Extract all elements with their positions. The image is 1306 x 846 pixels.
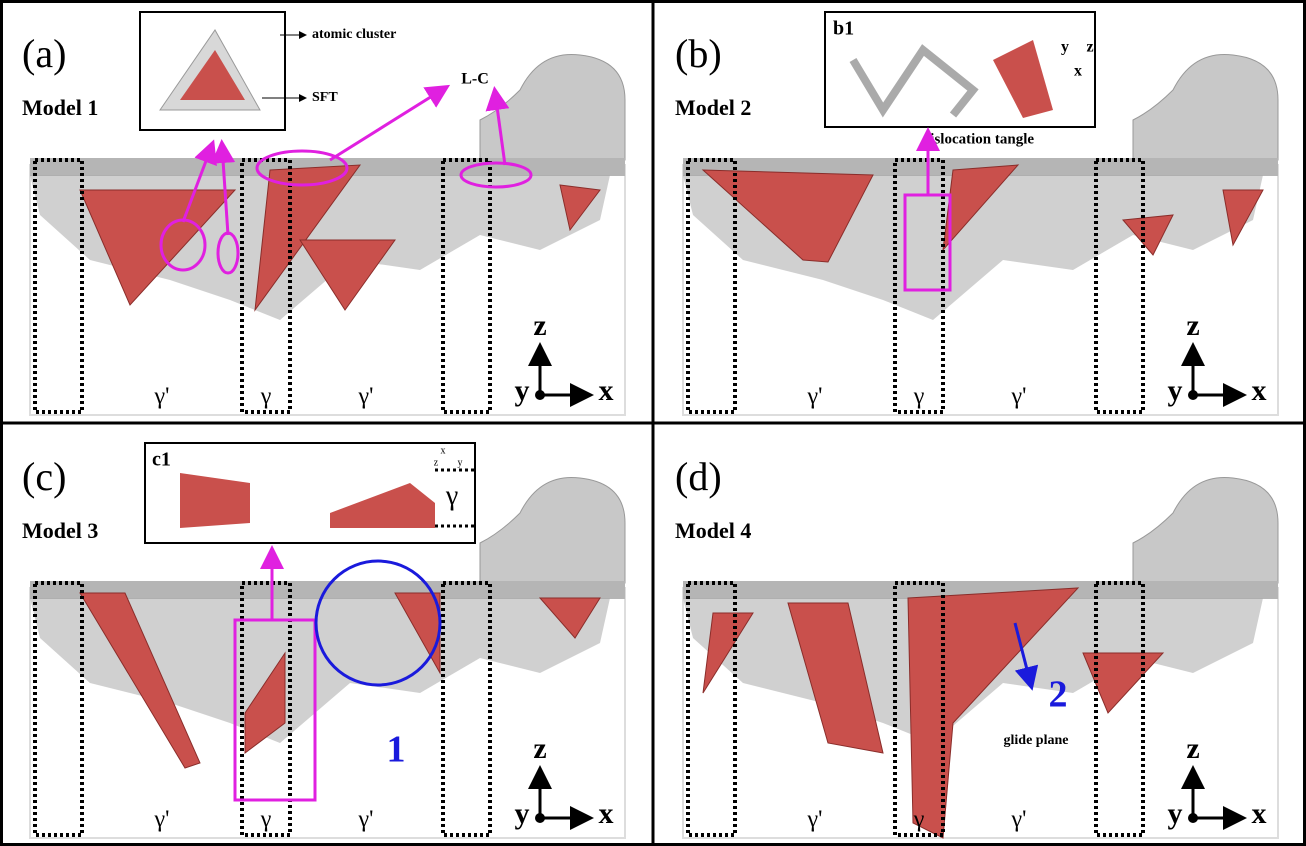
axis-label: x	[599, 374, 614, 407]
panel-label: (d)	[675, 454, 722, 499]
phase-label: γ'	[154, 384, 170, 410]
phase-label: γ'	[358, 807, 374, 833]
phase-label: γ'	[807, 807, 823, 833]
inset-phase: γ	[445, 480, 458, 511]
highlight-arrow	[330, 88, 445, 160]
phase-label: γ	[260, 807, 272, 833]
phase-label: γ	[913, 384, 925, 410]
model-label: Model 4	[675, 518, 751, 543]
axis-label: x	[1252, 374, 1267, 407]
axis-label: z	[1186, 732, 1199, 765]
model-label: Model 2	[675, 95, 751, 120]
phase-label: γ	[913, 807, 925, 833]
note: glide plane	[1004, 733, 1069, 748]
axis-label: x	[1252, 797, 1267, 830]
axis-label: y	[1168, 797, 1183, 830]
axis-label: z	[1186, 309, 1199, 342]
surface-bump	[480, 477, 625, 583]
phase-label: γ'	[807, 384, 823, 410]
inset-axis-label: x	[1074, 63, 1082, 80]
stacking-fault	[1223, 190, 1263, 245]
figure: γ'γγ'(a)Model 1zyxatomic clusterSFTL-Cγ'…	[0, 0, 1306, 846]
axis-label: x	[599, 797, 614, 830]
axis-origin	[535, 813, 545, 823]
note: 1	[387, 729, 406, 771]
inset-note: SFT	[312, 90, 338, 105]
model-label: Model 1	[22, 95, 98, 120]
inset-axis-label: y	[1061, 39, 1069, 56]
phase-label: γ'	[358, 384, 374, 410]
surface-bump	[1133, 477, 1278, 583]
inset-label: b1	[833, 18, 854, 40]
axis-origin	[1188, 813, 1198, 823]
inset-label: c1	[152, 449, 171, 471]
inset-note: atomic cluster	[312, 27, 396, 42]
axis-label: z	[533, 309, 546, 342]
surface-bump	[1133, 54, 1278, 160]
panel: γ' γ γ' (a) Model 1 zy x atomic cluster SFT L-C	[22, 12, 625, 415]
axis-label: y	[1168, 374, 1183, 407]
axis-origin	[535, 390, 545, 400]
axis-label: y	[515, 374, 530, 407]
model-label: Model 3	[22, 518, 98, 543]
panel: γ' γ γ' (d) Model 4 zy x 2 glide plane	[675, 454, 1278, 838]
axis-label: y	[515, 797, 530, 830]
panel-label: (a)	[22, 31, 66, 76]
phase-label: γ'	[1011, 807, 1027, 833]
note: dislocation tangle	[922, 131, 1034, 147]
inset-axis-label: z	[434, 457, 439, 468]
phase-label: γ'	[154, 807, 170, 833]
note: L-C	[461, 71, 489, 88]
note: 2	[1049, 674, 1068, 716]
axis-origin	[1188, 390, 1198, 400]
inset-axis-label: z	[1086, 39, 1093, 56]
inset-axis-label: x	[441, 445, 446, 456]
panel-label: (c)	[22, 454, 66, 499]
axis-label: z	[533, 732, 546, 765]
phase-label: γ'	[1011, 384, 1027, 410]
inset-axis-label: y	[458, 457, 463, 468]
phase-label: γ	[260, 384, 272, 410]
panel-label: (b)	[675, 31, 722, 76]
